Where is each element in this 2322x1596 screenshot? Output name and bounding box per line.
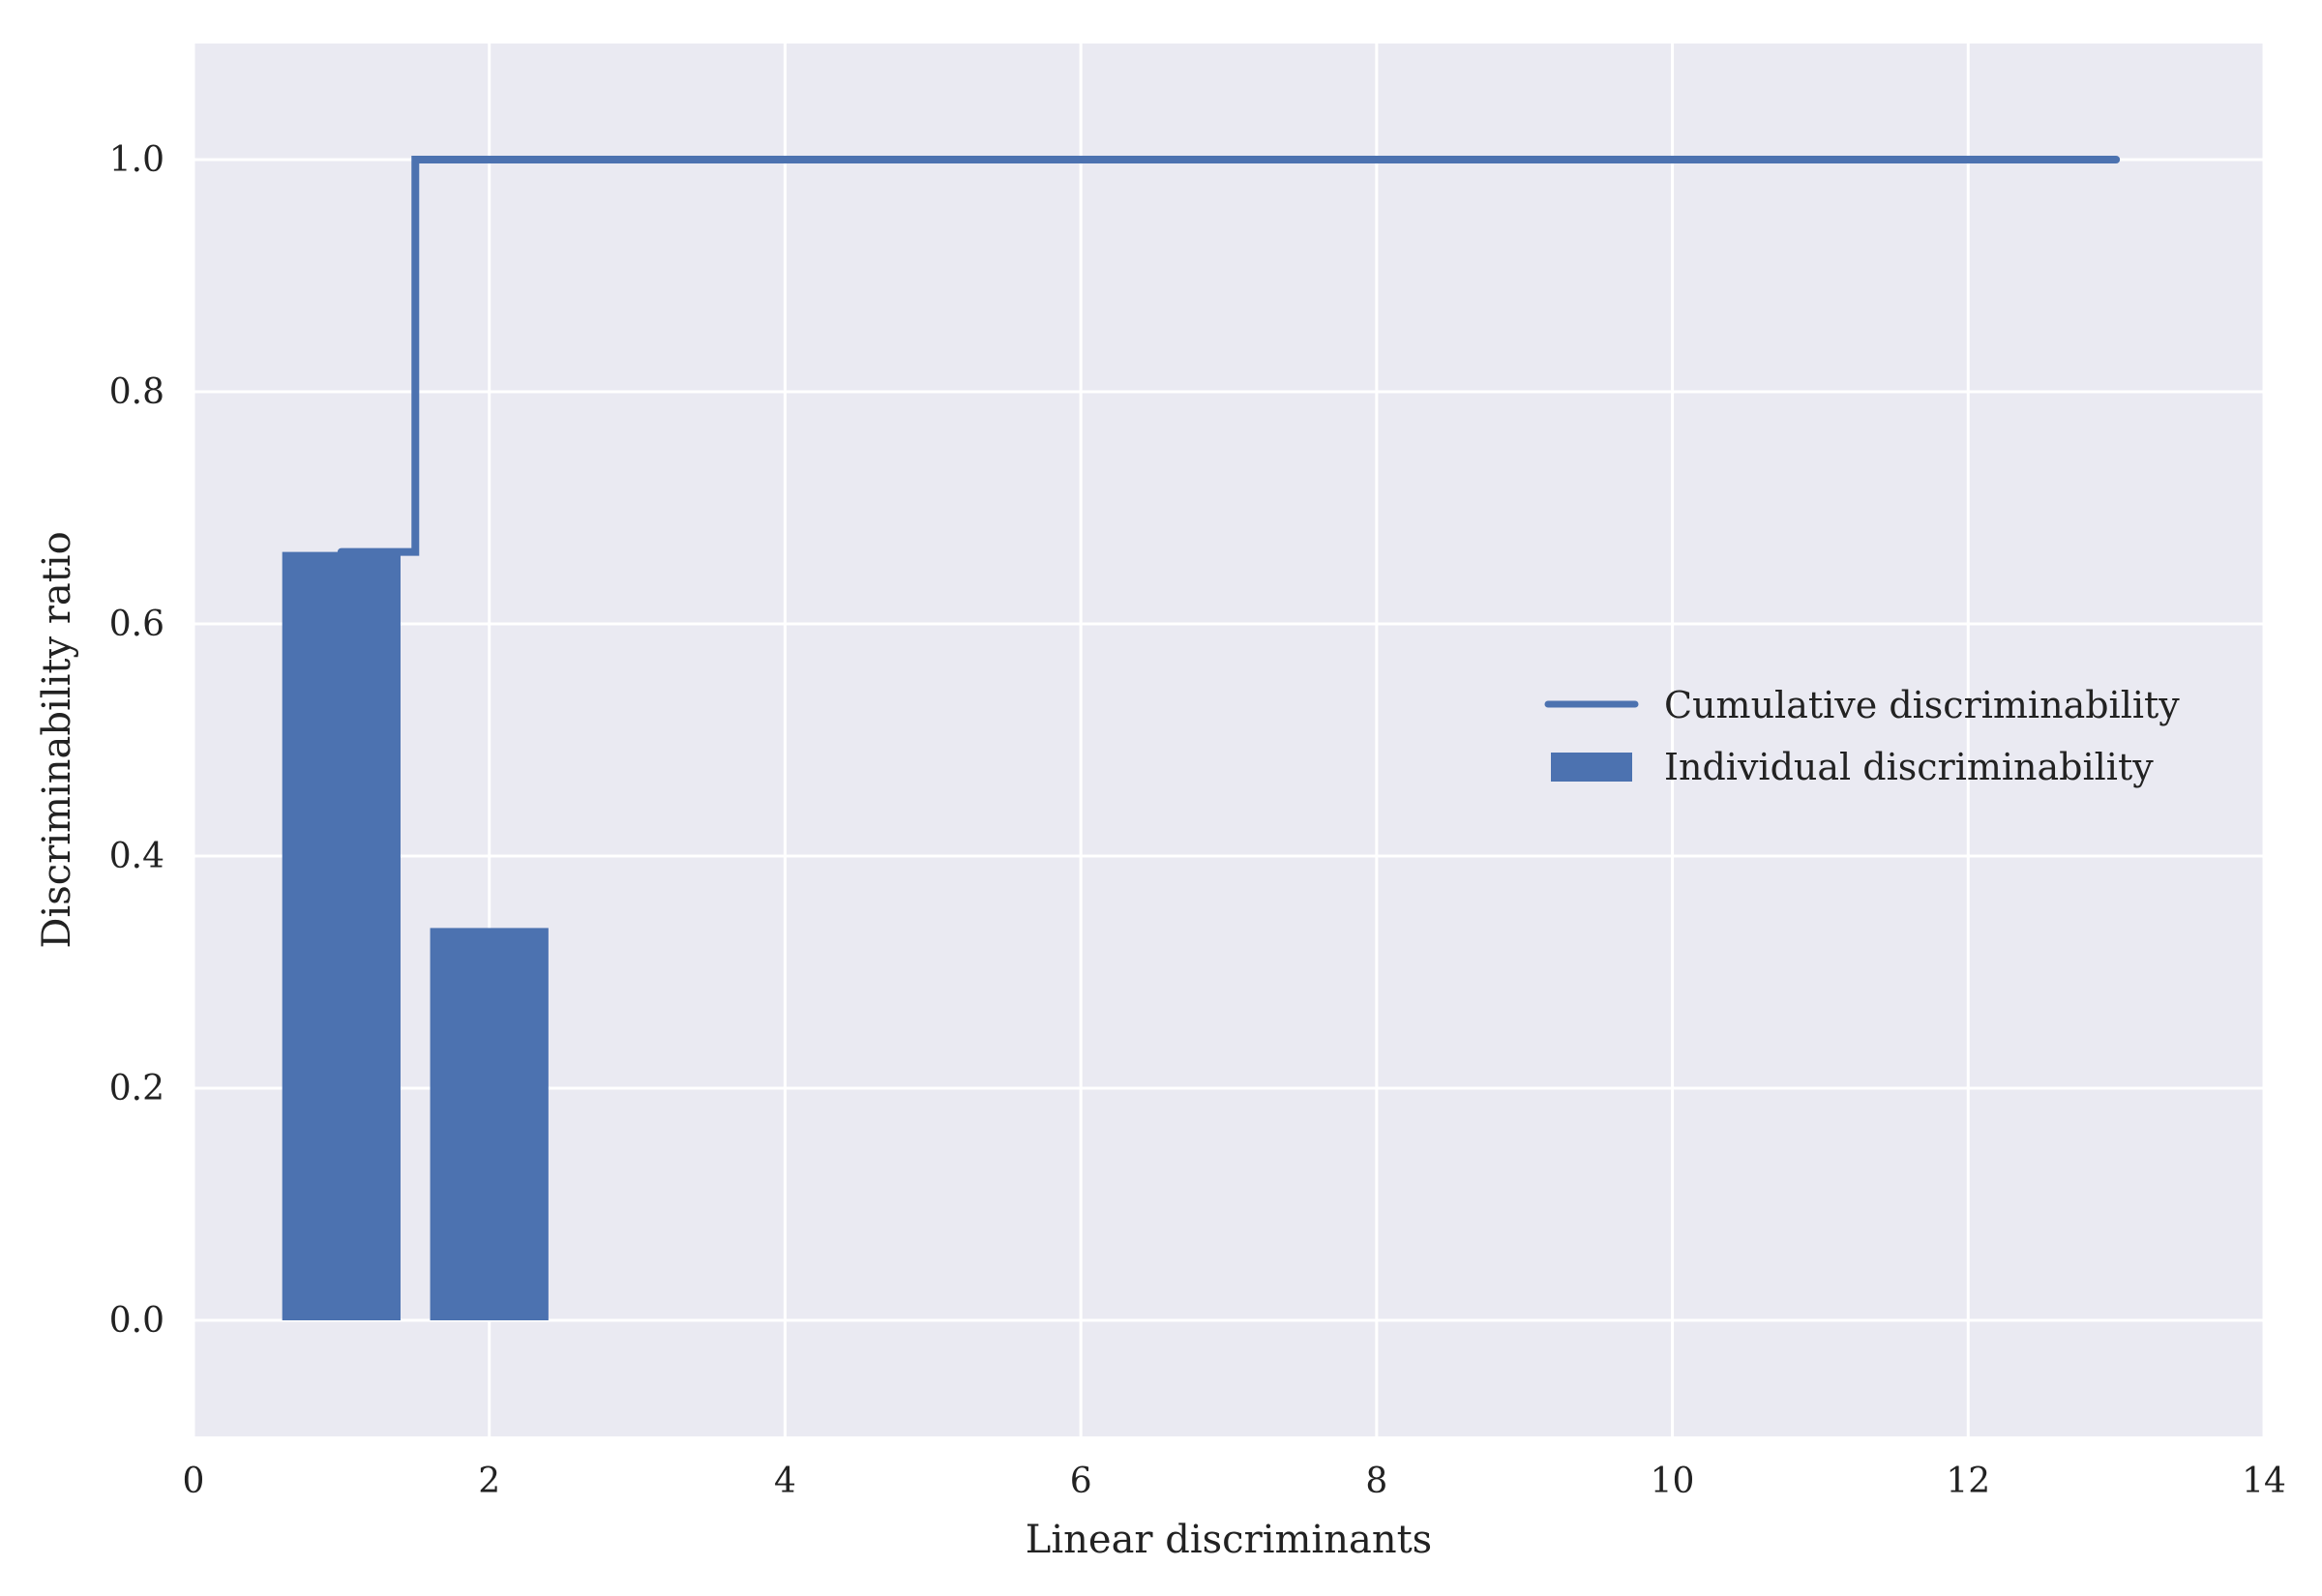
cumulative-step-line bbox=[337, 156, 2121, 556]
x-tick-label: 12 bbox=[1946, 1462, 1990, 1501]
x-tick-label: 4 bbox=[774, 1462, 796, 1501]
y-tick-label: 0.4 bbox=[109, 837, 164, 876]
y-tick-label: 1.0 bbox=[109, 140, 164, 180]
x-tick-labels: 0 2 4 6 8 10 12 14 bbox=[183, 1462, 2286, 1501]
x-tick-label: 6 bbox=[1070, 1462, 1092, 1501]
x-tick-label: 14 bbox=[2242, 1462, 2286, 1501]
legend: Cumulative discriminability Individual d… bbox=[1544, 684, 2180, 788]
legend-bar-swatch bbox=[1551, 753, 1632, 782]
y-axis-label: Discriminability ratio bbox=[35, 531, 79, 948]
bars bbox=[282, 551, 549, 1320]
legend-label-individual: Individual discriminability bbox=[1664, 746, 2154, 788]
x-tick-label: 0 bbox=[183, 1462, 205, 1501]
legend-label-cumulative: Cumulative discriminability bbox=[1664, 684, 2180, 726]
y-tick-label: 0.6 bbox=[109, 605, 164, 644]
x-tick-label: 10 bbox=[1651, 1462, 1695, 1501]
cumulative-line bbox=[337, 156, 2121, 556]
y-tick-label: 0.2 bbox=[109, 1069, 164, 1108]
x-axis-label: Linear discriminants bbox=[1026, 1518, 1432, 1562]
bar bbox=[282, 551, 401, 1320]
x-tick-label: 8 bbox=[1365, 1462, 1387, 1501]
y-tick-label: 0.8 bbox=[109, 372, 164, 412]
x-tick-label: 2 bbox=[478, 1462, 500, 1501]
y-tick-labels: 0.0 0.2 0.4 0.6 0.8 1.0 bbox=[109, 140, 164, 1341]
bar bbox=[430, 928, 549, 1320]
y-tick-label: 0.0 bbox=[109, 1301, 164, 1341]
